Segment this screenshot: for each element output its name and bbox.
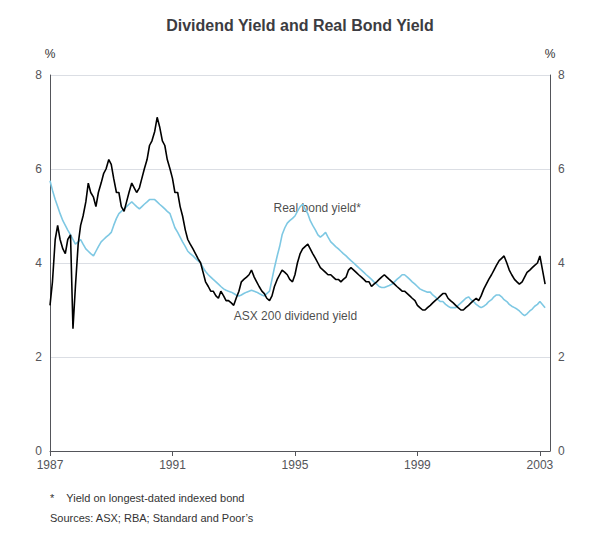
svg-text:1995: 1995 bbox=[282, 458, 309, 472]
svg-text:* Yield on longest-dated in: * Yield on longest-dated indexed bond bbox=[50, 492, 244, 504]
svg-text:4: 4 bbox=[558, 256, 565, 270]
svg-text:Sources: ASX; RBA; Standard an: Sources: ASX; RBA; Standard and Poor’s bbox=[50, 512, 254, 524]
svg-text:Dividend Yield and Real Bond Y: Dividend Yield and Real Bond Yield bbox=[166, 17, 434, 34]
svg-text:8: 8 bbox=[558, 68, 565, 82]
svg-text:2: 2 bbox=[35, 350, 42, 364]
svg-text:0: 0 bbox=[35, 444, 42, 458]
svg-text:1991: 1991 bbox=[159, 458, 186, 472]
svg-text:1987: 1987 bbox=[37, 458, 64, 472]
svg-text:6: 6 bbox=[35, 162, 42, 176]
svg-text:2003: 2003 bbox=[527, 458, 554, 472]
svg-text:2: 2 bbox=[558, 350, 565, 364]
svg-text:6: 6 bbox=[558, 162, 565, 176]
svg-text:4: 4 bbox=[35, 256, 42, 270]
svg-text:ASX 200 dividend yield: ASX 200 dividend yield bbox=[234, 309, 357, 323]
svg-text:%: % bbox=[545, 47, 556, 61]
svg-text:Real bond yield*: Real bond yield* bbox=[274, 201, 362, 215]
svg-text:%: % bbox=[45, 47, 56, 61]
svg-text:0: 0 bbox=[558, 444, 565, 458]
svg-text:8: 8 bbox=[35, 68, 42, 82]
svg-text:1999: 1999 bbox=[404, 458, 431, 472]
